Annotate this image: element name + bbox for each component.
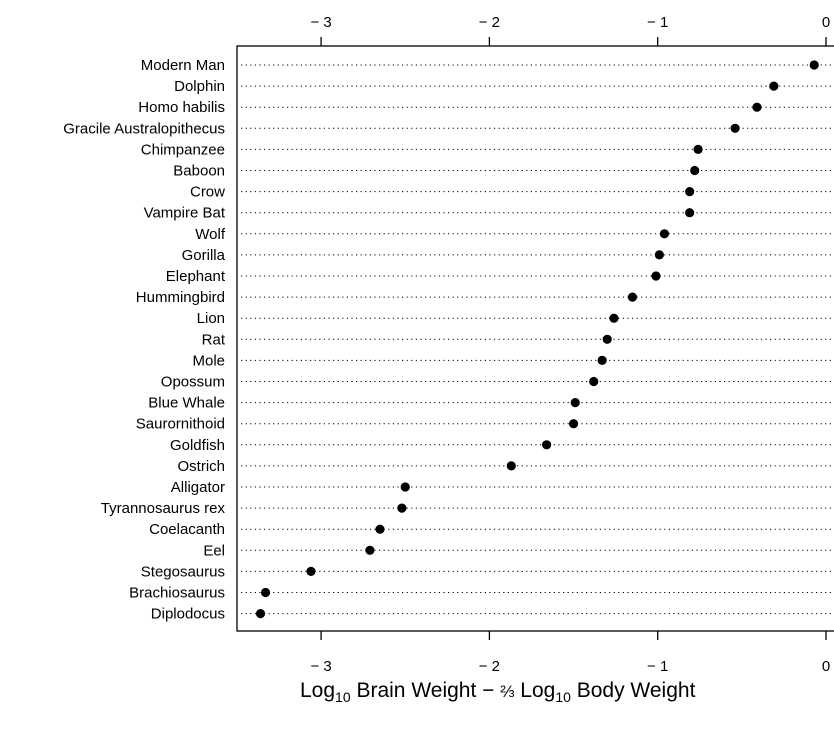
data-point xyxy=(693,144,703,154)
x-axis-title: Log10 Brain Weight − ⅔ Log10 Body Weight xyxy=(300,679,696,705)
data-point xyxy=(400,482,410,492)
x-tick-label-top: − 1 xyxy=(647,14,668,31)
data-point xyxy=(609,313,619,323)
category-label: Saurornithoid xyxy=(136,416,225,433)
x-tick-label-top: 0 xyxy=(822,14,830,31)
category-label: Mole xyxy=(192,352,225,369)
category-label: Gorilla xyxy=(182,247,226,264)
x-tick-label-top: − 3 xyxy=(310,14,331,31)
data-point xyxy=(255,609,266,619)
data-point xyxy=(365,545,375,555)
category-label: Opossum xyxy=(161,374,225,391)
data-point xyxy=(602,334,612,344)
category-label: Homo habilis xyxy=(138,99,225,116)
category-label: Chimpanzee xyxy=(141,141,225,158)
data-point xyxy=(260,587,271,598)
data-point xyxy=(306,566,316,577)
data-point xyxy=(542,440,552,450)
category-label: Goldfish xyxy=(170,437,225,454)
category-label: Blue Whale xyxy=(148,395,225,412)
category-label: Crow xyxy=(190,184,225,201)
category-label: Wolf xyxy=(195,226,226,243)
category-label: Stegosaurus xyxy=(141,563,225,580)
plot-frame xyxy=(236,45,834,632)
data-point xyxy=(690,165,700,176)
x-tick-label-bottom: 0 xyxy=(822,658,830,675)
category-label: Brachiosaurus xyxy=(129,585,225,602)
data-point xyxy=(568,419,579,429)
data-point xyxy=(651,271,661,281)
x-tick-label-bottom: − 2 xyxy=(479,658,500,675)
category-label: Modern Man xyxy=(141,57,225,74)
data-point xyxy=(397,503,407,513)
category-label: Dolphin xyxy=(174,78,225,95)
data-point xyxy=(654,250,664,260)
category-label: Elephant xyxy=(166,268,226,285)
data-point xyxy=(730,123,740,133)
data-point xyxy=(589,376,599,387)
category-label: Hummingbird xyxy=(136,289,225,306)
category-label: Lion xyxy=(197,310,225,327)
category-label: Eel xyxy=(203,542,225,559)
category-label: Gracile Australopithecus xyxy=(63,120,225,137)
x-tick-label-top: − 2 xyxy=(479,14,500,31)
data-point xyxy=(659,229,670,239)
data-point xyxy=(570,398,580,408)
category-label: Ostrich xyxy=(177,458,225,475)
category-label: Tyrannosaurus rex xyxy=(101,500,226,517)
category-label: Baboon xyxy=(173,163,225,180)
category-label: Diplodocus xyxy=(151,606,225,623)
data-point xyxy=(506,461,516,471)
category-label: Vampire Bat xyxy=(144,205,226,222)
category-label: Coelacanth xyxy=(149,521,225,538)
data-point xyxy=(752,102,762,112)
x-tick-label-bottom: − 3 xyxy=(310,658,331,675)
data-point xyxy=(809,60,819,70)
category-label: Rat xyxy=(202,331,226,348)
x-tick-label-bottom: − 1 xyxy=(647,658,668,675)
data-point xyxy=(375,524,385,534)
data-point xyxy=(685,208,695,218)
category-label: Alligator xyxy=(171,479,225,496)
data-point xyxy=(597,355,607,365)
data-point xyxy=(627,292,638,302)
data-point xyxy=(685,187,695,197)
data-point xyxy=(769,81,779,91)
